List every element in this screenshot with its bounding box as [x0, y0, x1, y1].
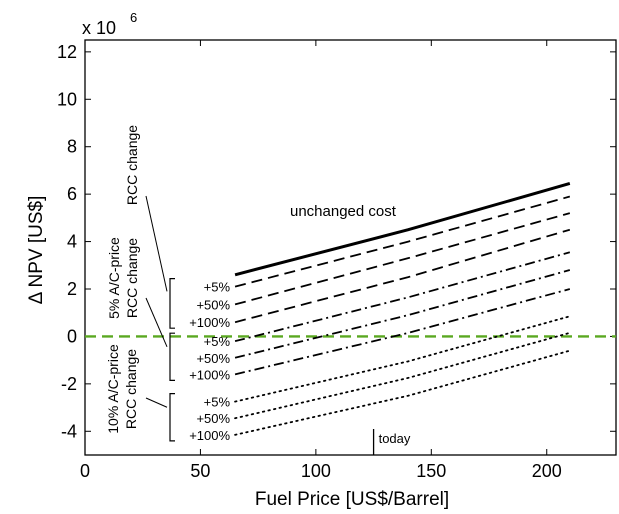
y-multiplier-exponent: 6	[130, 10, 137, 25]
series-line	[234, 288, 571, 376]
group-bracket	[169, 332, 175, 381]
x-tick-label: 0	[80, 461, 90, 481]
group3-label-line1: 10% A/C-price	[105, 344, 121, 434]
series-end-label: +100%	[189, 367, 230, 382]
today-marker-label: today	[379, 431, 411, 446]
group2-label-line2: RCC change	[124, 238, 140, 318]
y-tick-label: 12	[57, 42, 77, 62]
x-tick-label: 100	[301, 461, 331, 481]
x-tick-label: 200	[532, 461, 562, 481]
series-lines	[85, 182, 616, 436]
leader-line	[145, 195, 168, 292]
y-multiplier-label: x 10	[82, 18, 116, 38]
leader-line	[145, 297, 168, 347]
leader-line	[145, 397, 168, 408]
series-end-label: +50%	[196, 297, 230, 312]
series-line	[234, 331, 571, 420]
group-bracket	[169, 393, 175, 442]
series-end-label: +5%	[204, 334, 231, 349]
series-line	[234, 315, 571, 403]
series-line	[234, 269, 571, 359]
series-line	[234, 349, 571, 436]
series-line	[234, 212, 571, 306]
y-axis-title: Δ NPV [US$]	[26, 196, 47, 305]
group2-label-line1: 5% A/C-price	[106, 237, 122, 319]
group1-label: RCC change	[124, 125, 140, 205]
y-tick-label: 8	[67, 137, 77, 157]
ticks: 0 50 100 150 200 -4 -2 0 2 4 6 8 10 12	[57, 40, 616, 481]
series-line	[234, 182, 571, 277]
series-end-label: +100%	[189, 428, 230, 443]
plot-frame	[84, 39, 617, 456]
series-end-label: +50%	[196, 351, 230, 366]
unchanged-cost-label: unchanged cost	[290, 203, 397, 220]
series-line	[234, 195, 571, 288]
x-tick-label: 150	[416, 461, 446, 481]
y-tick-label: 10	[57, 89, 77, 109]
y-tick-label: -4	[61, 421, 77, 441]
series-end-label: +50%	[196, 411, 230, 426]
series-line	[234, 228, 571, 324]
y-tick-label: -2	[61, 374, 77, 394]
x-axis-title: Fuel Price [US$/Barrel]	[255, 489, 449, 510]
axes	[84, 39, 617, 456]
y-tick-label: 4	[67, 232, 77, 252]
group-bracket	[169, 278, 175, 329]
series-end-label: +100%	[189, 315, 230, 330]
y-tick-label: 0	[67, 326, 77, 346]
series-line	[234, 251, 571, 343]
series-end-label: +5%	[204, 395, 231, 410]
y-tick-label: 6	[67, 184, 77, 204]
y-tick-label: 2	[67, 279, 77, 299]
series-end-label: +5%	[204, 280, 231, 295]
x-tick-label: 50	[190, 461, 210, 481]
group3-label-line2: RCC change	[123, 349, 139, 429]
